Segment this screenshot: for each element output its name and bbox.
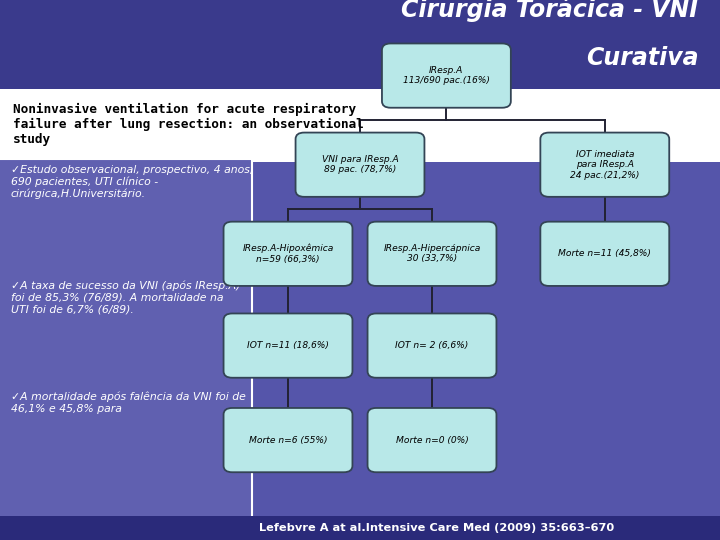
FancyBboxPatch shape	[540, 133, 670, 197]
FancyBboxPatch shape	[367, 221, 497, 286]
FancyBboxPatch shape	[540, 221, 670, 286]
Text: ✓Estudo observacional, prospectivo, 4 anos,
690 pacientes, UTI clínico -
cirúrgi: ✓Estudo observacional, prospectivo, 4 an…	[11, 165, 253, 199]
FancyBboxPatch shape	[223, 408, 353, 472]
FancyBboxPatch shape	[367, 408, 497, 472]
Text: Lefebvre A at al.Intensive Care Med (2009) 35:663–670: Lefebvre A at al.Intensive Care Med (200…	[259, 523, 614, 533]
FancyBboxPatch shape	[223, 313, 353, 378]
Text: IResp.A-Hipercápnica
30 (33,7%): IResp.A-Hipercápnica 30 (33,7%)	[383, 244, 481, 264]
Text: IResp.A-Hipoxêmica
n=59 (66,3%): IResp.A-Hipoxêmica n=59 (66,3%)	[243, 244, 333, 264]
Text: ✓A taxa de sucesso da VNI (após IResp.A)
foi de 85,3% (76/89). A mortalidade na
: ✓A taxa de sucesso da VNI (após IResp.A)…	[11, 281, 240, 314]
Text: IOT imediata
para IResp.A
24 pac.(21,2%): IOT imediata para IResp.A 24 pac.(21,2%)	[570, 150, 639, 180]
Text: ✓A mortalidade após falência da VNI foi de
46,1% e 45,8% para: ✓A mortalidade após falência da VNI foi …	[11, 392, 246, 414]
Text: Noninvasive ventilation for acute respiratory
failure after lung resection: an o: Noninvasive ventilation for acute respir…	[13, 103, 364, 146]
Text: Morte n=11 (45,8%): Morte n=11 (45,8%)	[559, 249, 651, 258]
Text: IResp.A
113/690 pac.(16%): IResp.A 113/690 pac.(16%)	[403, 66, 490, 85]
Text: IOT n= 2 (6,6%): IOT n= 2 (6,6%)	[395, 341, 469, 350]
FancyBboxPatch shape	[0, 89, 720, 162]
Text: Cirurgia Torácica - VNI: Cirurgia Torácica - VNI	[402, 0, 698, 22]
Text: Curativa: Curativa	[586, 46, 698, 70]
FancyBboxPatch shape	[0, 0, 720, 89]
FancyBboxPatch shape	[0, 516, 720, 540]
Text: Morte n=6 (55%): Morte n=6 (55%)	[248, 436, 328, 444]
Text: VNI para IResp.A
89 pac. (78,7%): VNI para IResp.A 89 pac. (78,7%)	[322, 155, 398, 174]
FancyBboxPatch shape	[367, 313, 497, 378]
Text: IOT n=11 (18,6%): IOT n=11 (18,6%)	[247, 341, 329, 350]
FancyBboxPatch shape	[223, 221, 353, 286]
FancyBboxPatch shape	[382, 44, 511, 108]
Text: Morte n=0 (0%): Morte n=0 (0%)	[395, 436, 469, 444]
FancyBboxPatch shape	[0, 159, 252, 518]
FancyBboxPatch shape	[296, 133, 424, 197]
